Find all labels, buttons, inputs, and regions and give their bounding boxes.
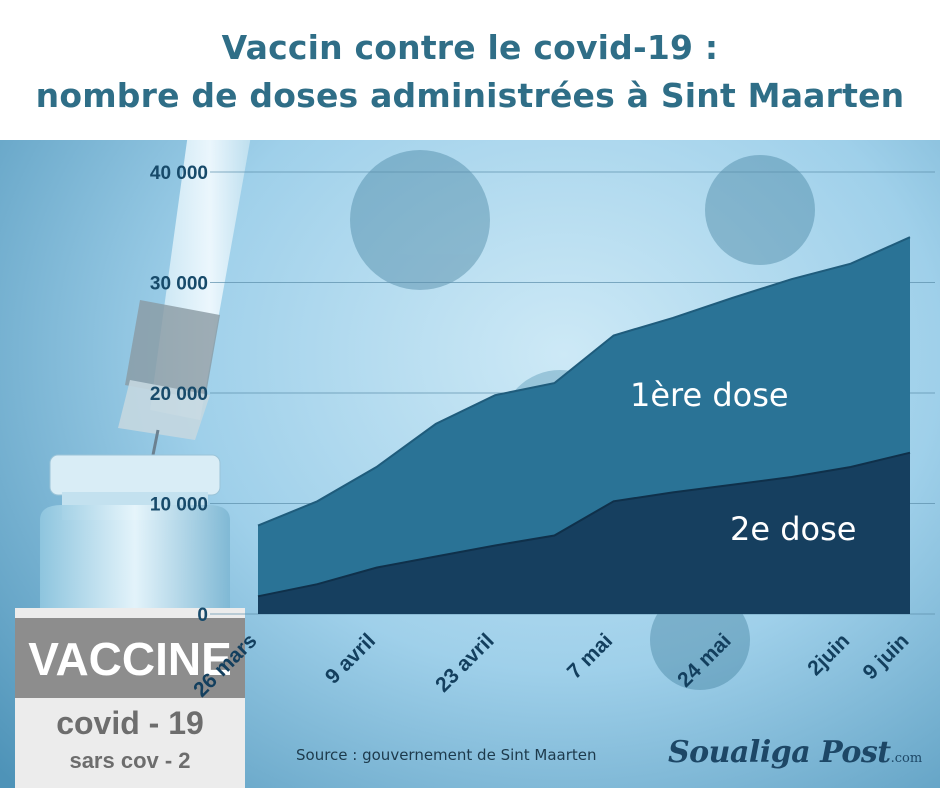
title-bar: Vaccin contre le covid-19 : nombre de do… <box>0 0 940 140</box>
logo-main-text: Soualiga Post <box>668 735 891 770</box>
vaccine-vial-image: VACCINE covid - 19 sars cov - 2 <box>15 454 245 788</box>
vial-sars-text: sars cov - 2 <box>69 748 190 773</box>
vial-vaccine-text: VACCINE <box>28 633 232 685</box>
series-areas <box>257 236 911 614</box>
series-label-first-dose: 1ère dose <box>630 376 789 414</box>
y-tick-label: 10 000 <box>150 495 208 516</box>
x-tick-label: 9 avril <box>321 629 380 688</box>
area-second-dose <box>258 452 910 614</box>
x-tick-label: 7 mai <box>563 629 617 683</box>
area-second-dose-line <box>257 451 911 598</box>
x-axis-ticks: 26 mars 9 avril 23 avril 7 mai 24 mai 2juin 9 … <box>189 629 913 701</box>
x-tick-label: 23 avril <box>431 629 498 696</box>
soualiga-post-logo: Soualiga Post.com <box>668 735 928 779</box>
y-tick-label: 40 000 <box>150 163 208 184</box>
area-first-dose-line <box>257 236 911 527</box>
chart-title: Vaccin contre le covid-19 : <box>221 28 719 67</box>
y-tick-label: 0 <box>197 605 208 626</box>
x-tick-label: 26 mars <box>189 629 261 701</box>
y-tick-label: 20 000 <box>150 384 208 405</box>
source-note: Source : gouvernement de Sint Maarten <box>296 746 597 764</box>
y-tick-label: 30 000 <box>150 274 208 295</box>
x-tick-label: 9 juin <box>858 629 913 684</box>
series-label-second-dose: 2e dose <box>730 510 856 548</box>
y-axis-ticks: 0 10 000 20 000 30 000 40 000 <box>150 163 208 626</box>
vial-covid-text: covid - 19 <box>56 705 204 741</box>
chart-subtitle: nombre de doses administrées à Sint Maar… <box>35 76 905 115</box>
x-tick-label: 2juin <box>803 629 854 680</box>
logo-suffix-text: .com <box>890 751 923 766</box>
x-tick-label: 24 mai <box>673 629 736 692</box>
